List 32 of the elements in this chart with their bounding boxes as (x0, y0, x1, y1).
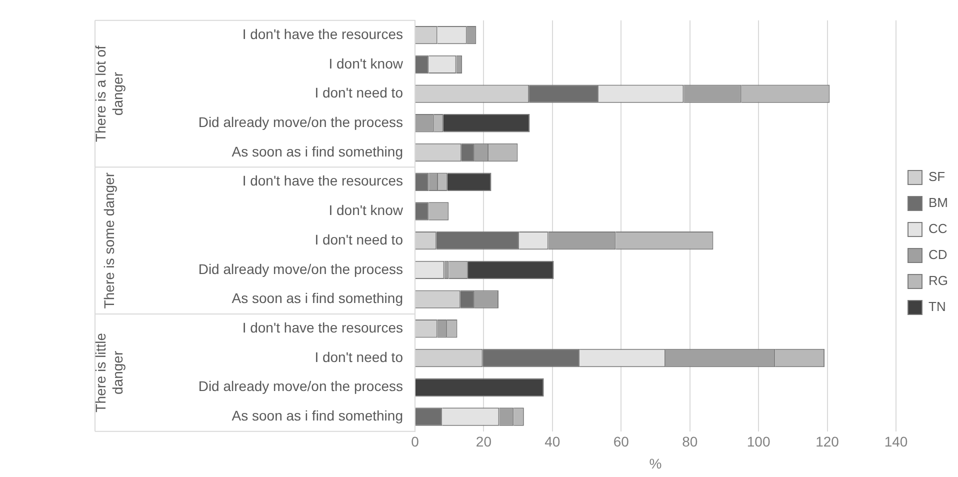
y-tick-label: I don't know (328, 55, 404, 72)
y-tick-label: Did already move/on the process (198, 260, 403, 277)
y-tick-label: I don't need to (314, 348, 404, 365)
y-tick-label: I don't have the resources (242, 320, 403, 336)
text: There is some danger (100, 172, 117, 309)
y-tick-label: As soon as i find something (232, 143, 403, 160)
x-tick-label: 100 (746, 434, 770, 450)
x-tick-label: 80 (682, 434, 698, 450)
x-axis-title: % (649, 455, 662, 472)
legend-label: CC (928, 221, 948, 236)
y-tick-label: I don't have the resources (242, 26, 403, 42)
legend-label: TN (928, 299, 946, 314)
y-tick-label: Did already move/on the process (198, 378, 403, 394)
text: There is little danger (92, 332, 126, 412)
legend-label: BM (928, 195, 948, 210)
text: There is a lot of danger (92, 45, 126, 142)
y-tick-label: I don't know (328, 202, 404, 218)
x-tick-label: 0 (411, 434, 420, 450)
x-tick-label: 120 (816, 434, 840, 450)
y-tick-label: I don't need to (314, 84, 404, 101)
legend-label: CD (928, 247, 948, 262)
y-tick-label: I don't need to (314, 231, 404, 248)
y-tick-label: As soon as i find something (232, 408, 403, 424)
legend-label: RG (928, 273, 948, 288)
legend-label: SF (928, 169, 946, 184)
x-tick-label: 40 (544, 434, 560, 450)
y-tick-label: I don't have the resources (242, 172, 403, 189)
y-tick-label: As soon as i find something (232, 290, 403, 306)
y-tick-label: Did already move/on the process (198, 114, 403, 130)
x-tick-label: 140 (884, 434, 908, 450)
x-tick-label: 60 (613, 434, 630, 450)
x-tick-label: 20 (476, 434, 492, 450)
